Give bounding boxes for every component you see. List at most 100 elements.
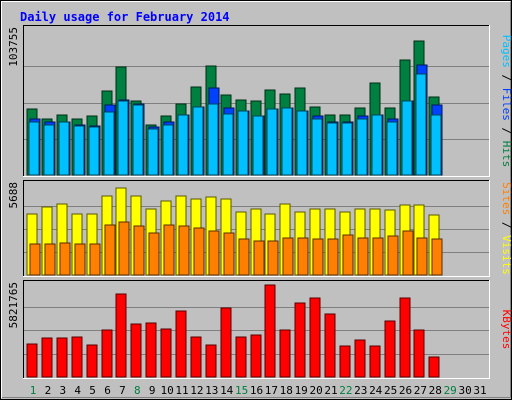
bar-pages-day-1: Pages 1: 38000 — [28, 121, 40, 176]
x-tick-label-day-25: 25 — [384, 384, 397, 397]
bar-kbytes-day-17: KBytes 17: 5690000 — [264, 284, 276, 378]
bar-sites-day-11: Sites 11: 3000 — [178, 225, 190, 276]
bar-pages-day-21: Pages 21: 37000 — [326, 122, 338, 176]
bar-pages-day-7: Pages 7: 53000 — [117, 100, 129, 176]
x-tick-label-day-26: 26 — [399, 384, 412, 397]
bar-sites-day-14: Sites 14: 2600 — [223, 232, 235, 276]
bar-sites-day-28: Sites 28: 2200 — [431, 238, 443, 276]
bar-kbytes-day-16: KBytes 16: 2600000 — [250, 334, 262, 378]
bar-sites-day-26: Sites 26: 2700 — [402, 230, 414, 276]
x-axis-day-labels: 1 2 3 4 5 6 7 8 9 10 11 12 13 14 15 16 17 18 19 20 21 22 23 24 2… — [30, 384, 487, 397]
panel-max-label: 5821765 — [7, 282, 20, 328]
x-tick-label-day-22: 22 — [339, 384, 352, 397]
bar-kbytes-day-4: KBytes 4: 2480000 — [71, 336, 83, 378]
bar-kbytes-day-20: KBytes 20: 4920000 — [309, 297, 321, 378]
bar-kbytes-day-19: KBytes 19: 4580000 — [294, 302, 306, 378]
x-tick-label-day-31: 31 — [473, 384, 486, 397]
bar-pages-day-13: Pages 13: 51000 — [207, 103, 219, 176]
bar-sites-day-12: Sites 12: 2900 — [193, 227, 205, 276]
x-tick-label-day-18: 18 — [280, 384, 293, 397]
bar-kbytes-day-11: KBytes 11: 4060000 — [175, 310, 187, 378]
legend-entry: / — [500, 121, 512, 141]
x-tick-label-day-9: 9 — [149, 384, 156, 397]
x-tick-label-day-8: 8 — [134, 384, 141, 397]
bar-pages-day-16: Pages 16: 42000 — [252, 115, 264, 176]
x-tick-label-day-29: 29 — [444, 384, 457, 397]
bar-kbytes-day-12: KBytes 12: 2480000 — [190, 336, 202, 378]
bar-kbytes-day-21: KBytes 21: 3920000 — [324, 313, 336, 378]
bar-pages-day-25: Pages 25: 38000 — [386, 121, 398, 176]
x-tick-label-day-2: 2 — [45, 384, 52, 397]
bar-pages-day-22: Pages 22: 37000 — [341, 122, 353, 176]
bar-pages-day-20: Pages 20: 40000 — [311, 118, 323, 176]
bar-pages-day-23: Pages 23: 40000 — [356, 118, 368, 176]
bar-pages-day-3: Pages 3: 38000 — [58, 121, 70, 176]
bar-pages-day-10: Pages 10: 36000 — [162, 124, 174, 176]
bar-sites-day-2: Sites 2: 1900 — [44, 243, 56, 276]
panel-kbytes: 5821765 KBytes KBytes 1: 2050000KBytes 2: … — [7, 280, 512, 379]
bar-kbytes-day-26: KBytes 26: 4920000 — [399, 297, 411, 378]
bar-kbytes-day-3: KBytes 3: 2430000 — [56, 337, 68, 378]
bar-sites-day-20: Sites 20: 2200 — [312, 238, 324, 276]
panel-max-label: 103755 — [7, 27, 20, 67]
x-tick-label-day-24: 24 — [369, 384, 383, 397]
x-tick-label-day-15: 15 — [235, 384, 248, 397]
bar-sites-day-7: Sites 7: 3300 — [118, 221, 130, 276]
bar-sites-day-18: Sites 18: 2300 — [282, 237, 294, 276]
bar-sites-day-10: Sites 10: 3100 — [163, 224, 175, 276]
bar-pages-day-14: Pages 14: 44000 — [222, 113, 234, 176]
bar-sites-day-27: Sites 27: 2300 — [416, 237, 428, 276]
bar-pages-day-6: Pages 6: 45000 — [103, 111, 115, 176]
bar-sites-day-25: Sites 25: 2400 — [387, 235, 399, 276]
x-tick-label-day-12: 12 — [190, 384, 203, 397]
x-tick-label-day-19: 19 — [295, 384, 308, 397]
bar-pages-day-8: Pages 8: 50000 — [132, 104, 144, 176]
bar-sites-day-19: Sites 19: 2300 — [297, 237, 309, 276]
x-tick-label-day-5: 5 — [89, 384, 96, 397]
bar-pages-day-17: Pages 17: 47000 — [266, 108, 278, 176]
bar-pages-day-4: Pages 4: 35000 — [73, 125, 85, 176]
bar-sites-day-23: Sites 23: 2300 — [357, 237, 369, 276]
bar-pages-day-5: Pages 5: 34000 — [88, 126, 100, 176]
bar-kbytes-day-13: KBytes 13: 1980000 — [205, 344, 217, 378]
legend-entry: Sites — [500, 182, 512, 215]
x-tick-label-day-14: 14 — [220, 384, 234, 397]
bar-sites-day-13: Sites 13: 2700 — [208, 230, 220, 276]
x-tick-label-day-21: 21 — [324, 384, 337, 397]
legend-entry: / — [500, 68, 512, 88]
bar-kbytes-day-18: KBytes 18: 2880000 — [279, 329, 291, 378]
legend-entry: KBytes — [500, 310, 512, 350]
bar-pages-day-27: Pages 27: 72000 — [415, 73, 427, 176]
x-tick-label-day-13: 13 — [205, 384, 218, 397]
x-tick-label-day-7: 7 — [119, 384, 126, 397]
bar-kbytes-day-15: KBytes 15: 2480000 — [235, 336, 247, 378]
bar-kbytes-day-24: KBytes 24: 1920000 — [369, 345, 381, 378]
panel-hits: 103755 Pages / Files / HitsHits 1: 47000F… — [7, 25, 512, 177]
x-tick-label-day-20: 20 — [309, 384, 322, 397]
bar-sites-day-24: Sites 24: 2300 — [372, 237, 384, 276]
x-tick-label-day-6: 6 — [104, 384, 111, 397]
legend-entry: Files — [500, 88, 512, 121]
x-tick-label-day-11: 11 — [175, 384, 188, 397]
bar-pages-day-28: Pages 28: 43000 — [430, 114, 442, 176]
bar-kbytes-day-1: KBytes 1: 2050000 — [26, 343, 38, 378]
legend-entry: Hits — [500, 141, 512, 168]
bar-sites-day-16: Sites 16: 2100 — [253, 240, 265, 276]
bar-sites-day-5: Sites 5: 1900 — [89, 243, 101, 276]
bar-sites-day-1: Sites 1: 1900 — [29, 243, 41, 276]
x-tick-label-day-4: 4 — [74, 384, 81, 397]
legend-entry: / — [500, 215, 512, 235]
bar-pages-day-19: Pages 19: 46000 — [296, 110, 308, 176]
bar-kbytes-day-8: KBytes 8: 3290000 — [130, 323, 142, 378]
bar-kbytes-day-2: KBytes 2: 2430000 — [41, 337, 53, 378]
bar-kbytes-day-28: KBytes 28: 1250000 — [428, 356, 440, 378]
chart-panels: 103755 Pages / Files / HitsHits 1: 47000F… — [7, 25, 512, 379]
x-tick-label-day-16: 16 — [250, 384, 263, 397]
bar-sites-day-17: Sites 17: 2100 — [267, 240, 279, 276]
bar-kbytes-day-10: KBytes 10: 3000000 — [160, 328, 172, 378]
panel-max-label: 5688 — [7, 182, 20, 209]
legend-entry: Visits — [500, 235, 512, 275]
bar-kbytes-day-7: KBytes 7: 5120000 — [115, 293, 127, 378]
panel-legend: KBytes — [500, 310, 512, 350]
